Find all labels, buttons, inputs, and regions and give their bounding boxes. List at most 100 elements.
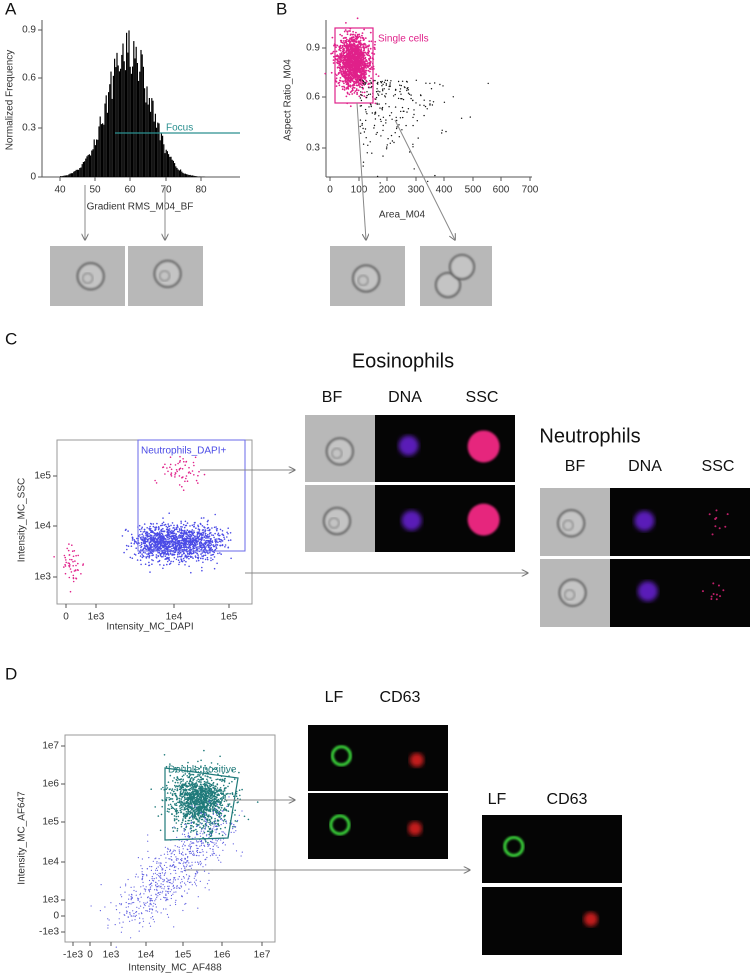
dot (160, 532, 163, 535)
dot (397, 97, 400, 100)
dot (200, 539, 203, 542)
dot (143, 547, 145, 550)
histogram-bar (174, 163, 176, 177)
histogram-bar (136, 62, 138, 177)
dot (200, 810, 202, 812)
dot (137, 897, 139, 899)
dot (381, 108, 383, 110)
dot (342, 80, 345, 83)
dot (198, 818, 201, 820)
dot (199, 532, 201, 534)
dot (71, 558, 73, 561)
dot (179, 807, 181, 809)
dot (179, 534, 182, 537)
dot (347, 73, 350, 75)
dot (144, 552, 146, 554)
dot (174, 850, 176, 852)
dot (215, 526, 217, 528)
dot (346, 66, 348, 69)
dot (367, 52, 370, 55)
histogram-bar (91, 150, 93, 177)
dot (377, 90, 379, 92)
dot (198, 785, 200, 788)
dot (192, 790, 194, 792)
dot (187, 761, 189, 764)
dot (355, 73, 357, 76)
dot (202, 842, 204, 844)
dot (185, 826, 187, 829)
dot (346, 38, 348, 41)
dot (161, 540, 164, 542)
dot (213, 545, 216, 548)
dot (190, 535, 193, 537)
dot (160, 530, 163, 532)
dot (147, 552, 150, 554)
dot (175, 802, 178, 805)
dot (147, 555, 149, 558)
dot (137, 552, 140, 555)
histogram-bar (111, 98, 113, 177)
x-tick-label: 200 (379, 185, 396, 196)
dot (194, 545, 197, 547)
dot (141, 553, 143, 555)
dot (174, 545, 177, 547)
dot (162, 517, 164, 519)
histogram-bar (154, 113, 156, 177)
dot (367, 45, 370, 48)
dot (162, 555, 164, 558)
dot (413, 113, 415, 116)
dot (202, 803, 205, 806)
dot (363, 38, 365, 41)
dot (402, 98, 405, 101)
panel-label: C (5, 329, 17, 348)
dot (207, 543, 209, 546)
dot (175, 528, 177, 531)
dot (153, 545, 155, 548)
dot (379, 182, 381, 184)
dot (172, 800, 174, 803)
dot (170, 553, 172, 555)
dot (378, 103, 380, 105)
dot (170, 475, 173, 477)
dot (159, 829, 162, 832)
dot (405, 124, 407, 127)
histogram-bar (126, 32, 128, 178)
dot (187, 541, 189, 543)
dot (165, 528, 168, 531)
dot (183, 559, 185, 562)
dot (199, 538, 202, 541)
dot (360, 50, 363, 53)
dot (166, 546, 169, 549)
dot (364, 57, 366, 60)
histogram-bar (105, 95, 107, 177)
dot (367, 62, 369, 64)
dot (206, 815, 209, 818)
dot (145, 531, 148, 534)
dot (174, 534, 177, 537)
dot (209, 822, 212, 824)
dot (377, 81, 379, 84)
dot (349, 91, 352, 93)
dot (173, 548, 176, 550)
dot (365, 53, 368, 55)
dot (399, 88, 402, 90)
histogram-bar (70, 173, 72, 177)
y-tick-label: 0 (53, 911, 59, 922)
dot (335, 74, 338, 77)
dot (77, 569, 79, 571)
dot (349, 67, 352, 70)
dot (178, 531, 180, 533)
histogram-bar (181, 171, 183, 177)
dot (181, 805, 184, 807)
dot (193, 541, 196, 544)
dot (350, 57, 353, 59)
dot (185, 544, 187, 547)
dot (157, 537, 160, 540)
dot (177, 462, 179, 465)
dot (227, 792, 229, 795)
dot (167, 470, 169, 473)
dot (352, 50, 354, 53)
dot (150, 902, 152, 904)
dot (194, 538, 196, 540)
dot (216, 811, 218, 814)
